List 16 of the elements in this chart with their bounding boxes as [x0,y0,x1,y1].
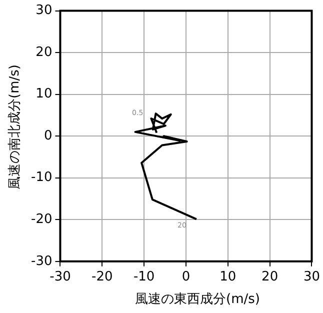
x-tick-label: 30 [303,270,320,285]
y-tick-label: -10 [31,170,52,186]
y-tick-label: -30 [31,254,52,269]
x-tick-label: 10 [220,270,236,285]
y-axis-title: 風速の南北成分(m/s) [6,64,24,192]
x-tick-label: 20 [262,270,278,285]
y-tick-label: 30 [36,3,52,18]
y-tick-label: 20 [36,44,52,60]
x-tick-label: 0 [182,270,190,285]
y-tick-label: -20 [31,212,52,228]
x-axis-title: 風速の東西成分(m/s) [134,291,261,308]
x-tick-label: -30 [50,270,71,285]
y-tick-label: 0 [44,128,52,144]
x-tick-label: -10 [133,270,155,285]
y-tick-label: 10 [36,86,52,102]
x-tick-label: -20 [92,270,113,285]
